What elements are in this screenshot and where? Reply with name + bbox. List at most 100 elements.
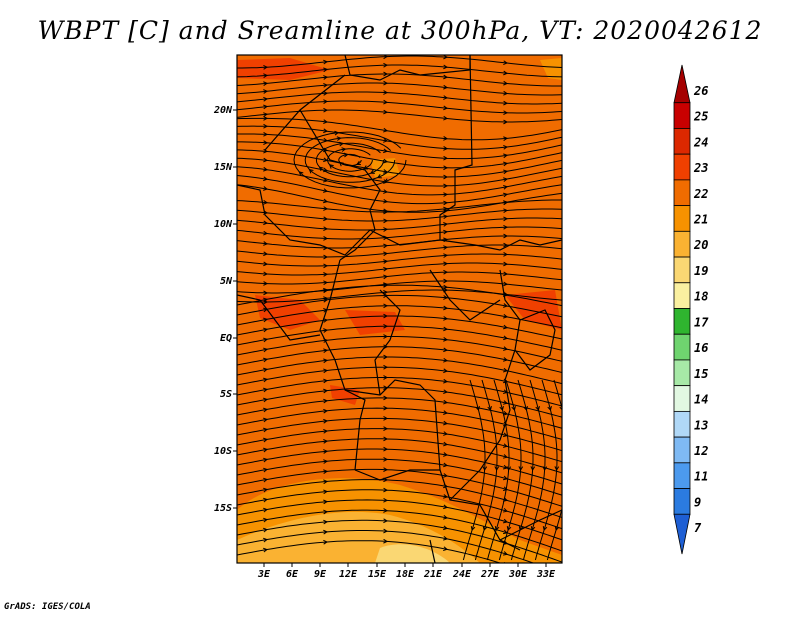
x-tick-label: 18E (396, 569, 415, 580)
streamline-arrow (383, 266, 389, 272)
streamline-arrow (383, 282, 389, 288)
streamline-arrow (383, 71, 389, 77)
streamline-arrow (443, 64, 449, 70)
streamline-arrow (567, 466, 571, 470)
streamline-arrow (383, 138, 389, 143)
streamline-arrow (323, 263, 329, 269)
streamline-arrow (503, 192, 509, 198)
streamline-arrow (503, 90, 509, 96)
streamline-arrow (263, 81, 269, 87)
colorbar-label: 14 (694, 393, 708, 407)
x-tick-label: 27E (480, 569, 500, 580)
streamline-arrow (503, 443, 509, 448)
streamline-arrow (443, 84, 449, 90)
streamline-arrow (263, 116, 269, 121)
streamline-arrow (503, 153, 509, 159)
x-tick-label: 12E (339, 569, 358, 580)
streamline-arrow (323, 318, 329, 323)
streamline-arrow (323, 67, 329, 73)
streamline-arrow (263, 220, 269, 226)
colorbar-label: 25 (693, 110, 708, 124)
streamline-arrow (263, 166, 269, 172)
streamline-arrow (502, 497, 509, 502)
colorbar-swatch (673, 256, 691, 284)
streamline-arrow (263, 73, 269, 78)
streamline-arrow (503, 400, 509, 405)
streamline-arrow (323, 459, 329, 464)
streamline-arrow (323, 287, 329, 293)
streamline-arrow (263, 407, 269, 413)
streamline-arrow (263, 387, 269, 393)
y-tick-label: 10N (214, 219, 233, 230)
streamline-arrow (502, 475, 509, 481)
colorbar-swatch (673, 333, 691, 361)
streamline-arrow (503, 252, 509, 257)
streamline-arrow (263, 497, 269, 503)
axis-ticks (233, 109, 547, 567)
streamline-arrow (383, 426, 389, 432)
streamline-arrow (383, 227, 389, 232)
colorbar-label: 7 (694, 521, 702, 535)
streamline-arrow (530, 466, 536, 472)
streamline-arrow (503, 324, 509, 330)
streamline-arrow (503, 271, 509, 277)
streamline-arrow (383, 148, 389, 154)
streamline-arrow (443, 420, 449, 426)
streamline-arrow (263, 477, 269, 483)
streamline-arrow (383, 99, 389, 105)
streamline-arrow (482, 525, 488, 532)
streamline-arrow (443, 525, 449, 531)
streamline-arrow (502, 486, 509, 492)
streamline-arrow (443, 95, 449, 100)
streamline-arrow (263, 327, 269, 333)
streamline-arrow (554, 466, 560, 472)
colorbar-label: 15 (694, 367, 708, 381)
streamline-arrow (383, 109, 389, 115)
streamline-arrow (263, 317, 269, 323)
colorbar-label: 26 (693, 84, 708, 98)
streamline-arrow (443, 337, 449, 342)
streamline-arrow (323, 529, 329, 535)
y-tick-label: 20N (213, 105, 233, 116)
streamline-arrow (554, 525, 560, 532)
colorbar-label: 12 (694, 444, 708, 458)
streamline-arrow (443, 229, 449, 235)
streamline-arrow (323, 188, 329, 193)
streamline-arrow (503, 410, 509, 416)
streamline-arrow (263, 176, 269, 182)
streamline-arrow (383, 313, 389, 319)
colorbar-label: 13 (694, 418, 708, 432)
streamline-arrow (494, 525, 500, 532)
streamline-arrow (443, 473, 449, 478)
streamline-arrow (503, 100, 509, 106)
streamline-arrow (263, 200, 269, 205)
streamline-arrow (323, 280, 329, 286)
streamline-arrow (338, 141, 344, 147)
streamline-arrow (263, 347, 269, 353)
streamline (237, 540, 502, 563)
streamline-arrow (482, 466, 488, 472)
streamline-arrow (323, 236, 329, 241)
streamline-arrow (263, 547, 269, 553)
streamline-arrow (323, 128, 329, 134)
streamline-arrow (443, 222, 449, 227)
streamline-arrow (383, 235, 389, 241)
streamline-arrow (263, 397, 269, 403)
streamline-arrow (503, 242, 509, 248)
colorbar-label: 20 (693, 238, 708, 252)
streamline-arrow (323, 449, 329, 454)
streamline-arrow (383, 467, 389, 472)
streamline-arrow (443, 462, 449, 468)
streamline-arrow (263, 241, 269, 246)
streamline-arrow (263, 261, 269, 267)
streamline-arrow (383, 274, 389, 280)
streamline-arrow (323, 408, 329, 414)
x-axis: 3E 6E 9E 12E 15E 18E 21E 24E 27E 30E 33E (257, 569, 556, 580)
colorbar-swatch (673, 513, 691, 555)
streamline-arrow (503, 144, 509, 150)
streamline-arrow (383, 218, 389, 224)
streamline-arrow (443, 389, 449, 395)
streamline-arrow (323, 297, 329, 303)
streamline-arrow (511, 406, 516, 412)
streamline-arrow (502, 508, 509, 513)
